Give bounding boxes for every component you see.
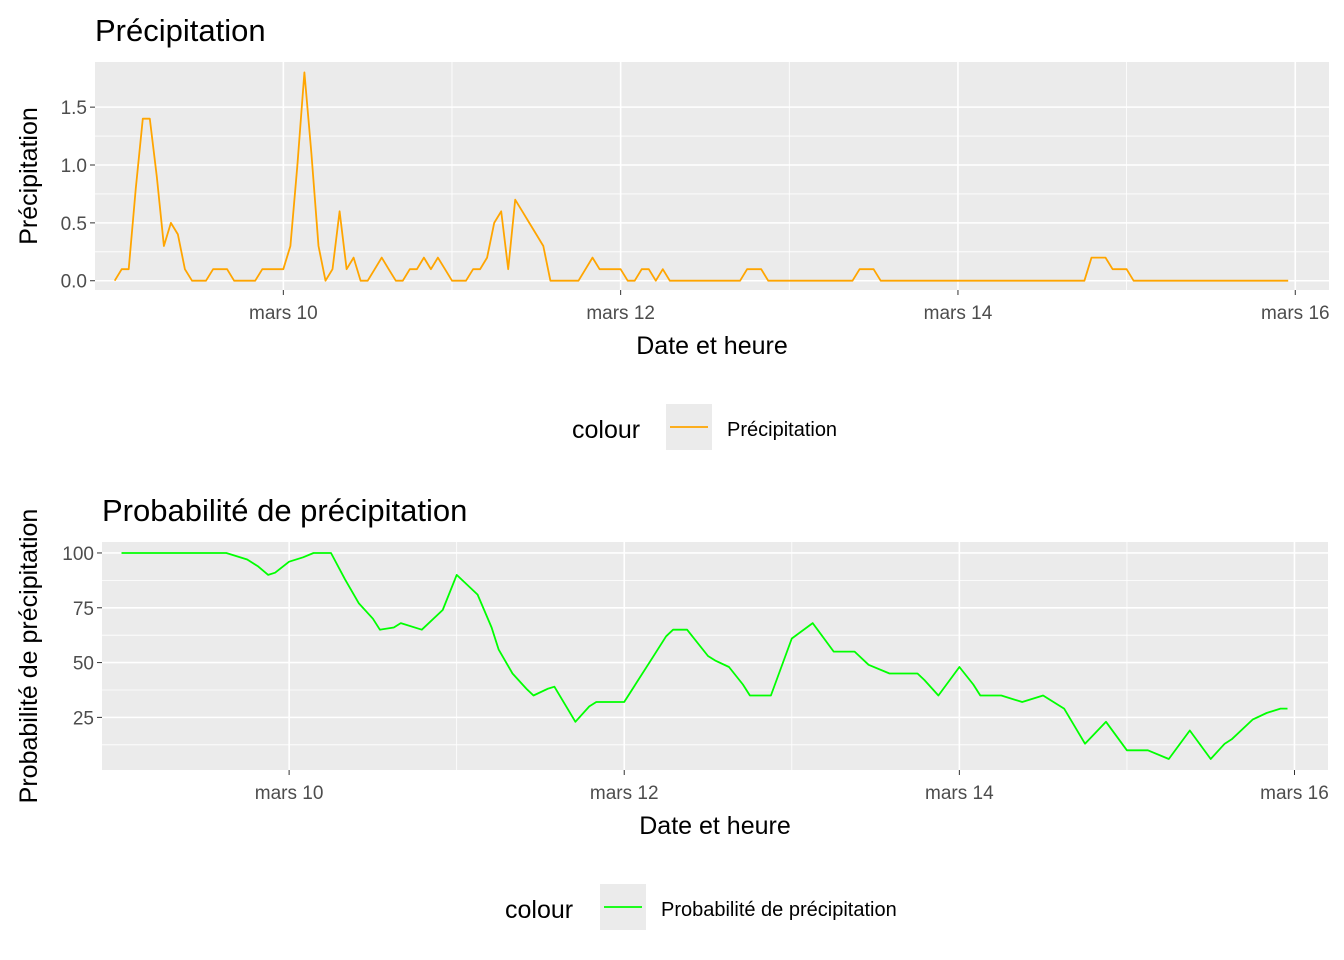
y-tick-label: 0.0 [61,272,87,293]
legend-title: colour [572,416,640,444]
y-tick-label: 50 [73,654,94,675]
chart-title: Probabilité de précipitation [102,493,467,528]
x-tick-label: mars 16 [1260,783,1329,804]
x-axis-label: Date et heure [639,812,791,840]
series-line [121,552,1288,760]
plot-panel [95,62,1329,290]
x-tick-label: mars 10 [249,303,318,324]
legend-entry-label: Précipitation [727,419,837,441]
legend-entry-label: Probabilité de précipitation [661,899,897,921]
y-tick-label: 75 [73,599,94,620]
x-tick-label: mars 12 [590,783,659,804]
x-tick-label: mars 10 [255,783,324,804]
series-lines [121,552,1288,760]
axis-ticks: mars 10 mars 12 mars 14 mars 16 25 50 75 100 [62,544,1329,804]
series-lines [113,71,1289,282]
probability-chart: Probabilité de précipitation mars 10 mars… [15,493,1329,930]
y-axis-label: Précipitation [15,107,43,245]
x-axis-label: Date et heure [636,332,788,360]
x-tick-label: mars 14 [925,783,994,804]
legend-title: colour [505,896,573,924]
gridlines [102,542,1328,770]
x-tick-label: mars 12 [586,303,655,324]
legend: colour Probabilité de précipitation [505,884,897,930]
x-tick-label: mars 16 [1261,303,1330,324]
precipitation-chart: Précipitation mars 10 mars 12 mars 14 mars … [15,13,1330,450]
x-tick-label: mars 14 [924,303,993,324]
gridlines [95,62,1329,290]
axis-ticks: mars 10 mars 12 mars 14 mars 16 0.0 0.5 1.0 1.5 [61,98,1330,324]
y-tick-label: 100 [62,544,94,565]
plot-panel [102,542,1328,770]
legend: colour Précipitation [572,404,837,450]
y-tick-label: 0.5 [61,214,87,235]
series-line [113,71,1289,282]
y-tick-label: 1.5 [61,98,87,119]
y-axis-label: Probabilité de précipitation [15,509,43,804]
y-tick-label: 25 [73,708,94,729]
y-tick-label: 1.0 [61,156,87,177]
chart-title: Précipitation [95,13,266,48]
